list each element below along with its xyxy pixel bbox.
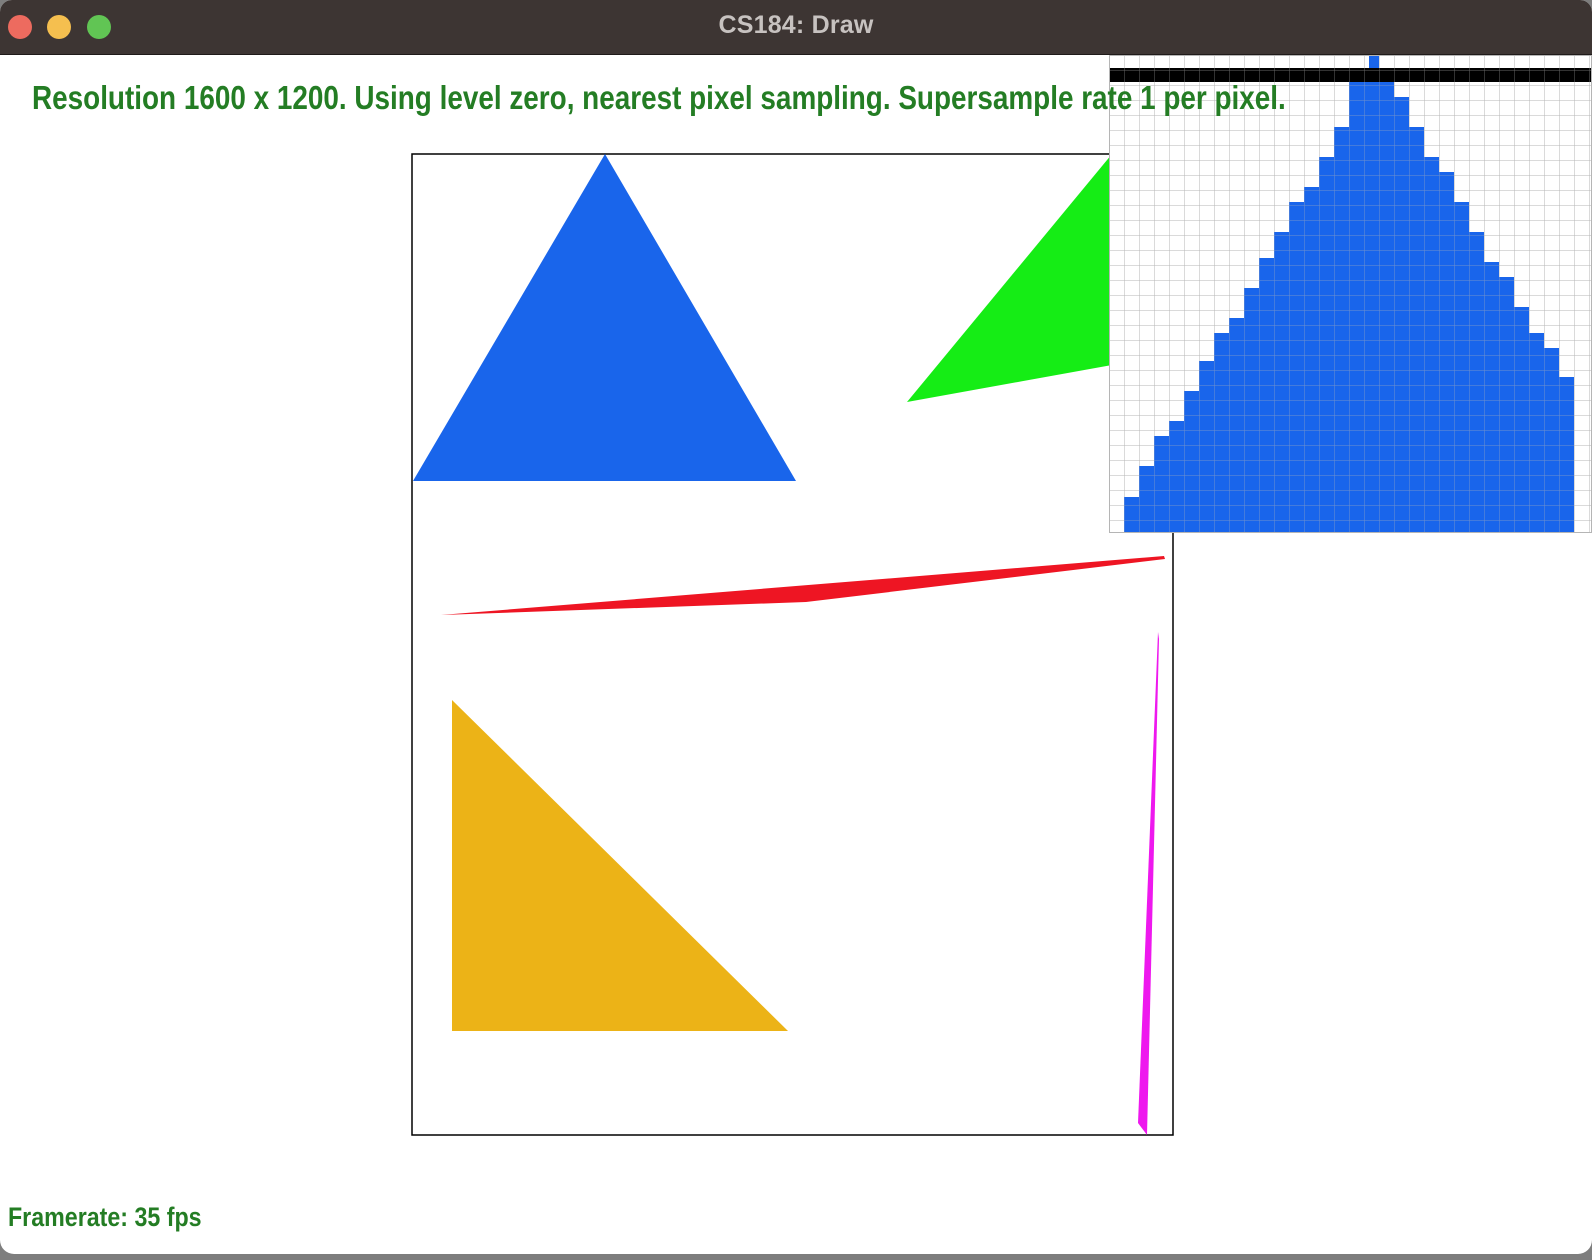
- close-icon[interactable]: [8, 15, 32, 39]
- yellow-triangle: [452, 700, 788, 1031]
- blue-triangle: [413, 154, 796, 481]
- pixel-inspector[interactable]: [1109, 55, 1592, 533]
- maximize-icon[interactable]: [87, 15, 111, 39]
- inspector-grid-overlay: [1109, 55, 1592, 533]
- title-bar: CS184: Draw: [0, 0, 1592, 55]
- green-triangle: [907, 154, 1112, 402]
- render-status-text: Resolution 1600 x 1200. Using level zero…: [32, 79, 1286, 116]
- minimize-icon[interactable]: [47, 15, 71, 39]
- draw-viewport[interactable]: Resolution 1600 x 1200. Using level zero…: [0, 55, 1592, 1254]
- framerate-label: Framerate: 35 fps: [8, 1202, 202, 1232]
- red-triangle: [441, 556, 1165, 615]
- render-canvas[interactable]: [0, 55, 1592, 1254]
- window-title: CS184: Draw: [718, 11, 874, 39]
- magenta-triangle: [1138, 632, 1159, 1135]
